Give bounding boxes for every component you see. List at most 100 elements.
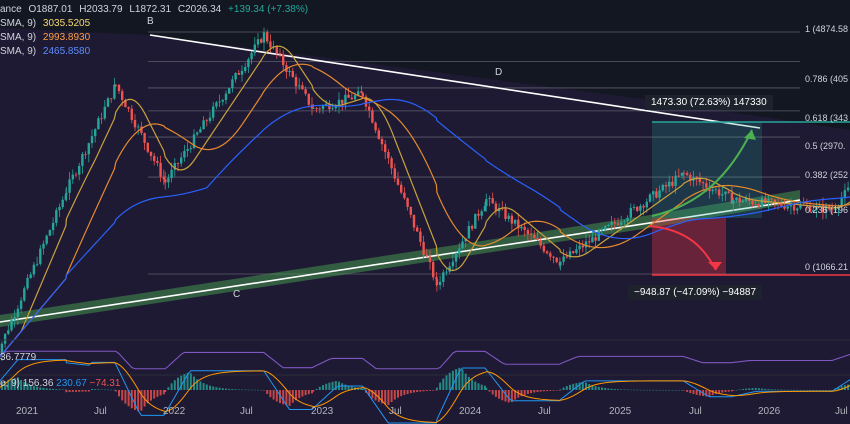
- macd-value-1: 156.36: [22, 378, 54, 389]
- candle-body: [485, 199, 488, 207]
- macd-bar: [282, 390, 285, 405]
- macd-bar: [536, 390, 539, 393]
- macd-bar: [84, 390, 87, 392]
- candle-body: [253, 44, 256, 54]
- macd-bar: [58, 389, 61, 390]
- projection-down-label: −948.87 (−47.09%) −94887: [628, 285, 763, 300]
- candle-body: [821, 204, 825, 213]
- macd-bar: [601, 387, 603, 390]
- macd-bar: [639, 389, 642, 391]
- macd-bar: [384, 390, 387, 405]
- macd-bar: [91, 388, 93, 390]
- candle-body: [610, 222, 613, 225]
- candle-body: [639, 205, 642, 211]
- macd-bar: [520, 390, 523, 397]
- macd-bar: [802, 389, 805, 391]
- candle-body: [604, 226, 607, 230]
- macd-bar: [87, 390, 90, 392]
- macd-bar: [498, 390, 501, 399]
- candle-body: [162, 176, 165, 180]
- candle-body: [55, 210, 58, 223]
- candle-body: [632, 206, 636, 208]
- macd-bar: [714, 390, 717, 395]
- macd-bar: [585, 382, 587, 390]
- macd-bar: [711, 390, 714, 396]
- candle-body: [636, 206, 639, 211]
- macd-bar: [565, 386, 568, 390]
- candle-body: [695, 176, 698, 179]
- candle-body: [294, 77, 298, 87]
- candle-body: [146, 142, 149, 152]
- upper-trendline[interactable]: [149, 34, 761, 129]
- lower-trendline[interactable]: [0, 199, 801, 323]
- candle-body: [658, 190, 661, 198]
- point-d-label: D: [495, 67, 503, 78]
- macd-bar: [279, 390, 281, 404]
- macd-bar: [328, 382, 331, 390]
- candle-body: [224, 93, 228, 101]
- candle-body: [714, 189, 718, 191]
- candle-body: [199, 129, 202, 133]
- candle-body: [298, 85, 301, 87]
- macd-bar: [377, 390, 380, 403]
- candle-body: [754, 204, 757, 205]
- macd-bar: [78, 390, 81, 392]
- x-tick-jul-2025: Jul: [689, 406, 702, 417]
- candle-body: [13, 317, 16, 320]
- macd-bar: [828, 389, 831, 391]
- candle-body: [301, 85, 304, 90]
- candle-body: [140, 126, 143, 134]
- candle-body: [81, 154, 84, 166]
- macd-bar: [549, 390, 552, 391]
- macd-bar: [374, 390, 377, 401]
- candle-body: [448, 266, 451, 272]
- macd-bar: [318, 386, 321, 390]
- macd-bar: [652, 389, 655, 391]
- candle-body: [318, 108, 321, 110]
- long-target-box[interactable]: [652, 122, 762, 218]
- candle-body: [783, 205, 786, 209]
- candle-body: [757, 204, 761, 207]
- candle-body: [325, 103, 328, 106]
- macd-bar: [134, 390, 136, 410]
- macd-bar: [474, 381, 477, 390]
- candle-body: [269, 41, 272, 48]
- candle-body: [565, 256, 568, 258]
- macd-bar: [118, 390, 120, 397]
- macd-bar: [812, 389, 815, 391]
- candle-body: [552, 256, 555, 258]
- macd-bar: [209, 385, 211, 390]
- macd-bar: [777, 389, 780, 391]
- x-tick-2026: 2026: [758, 406, 781, 417]
- macd-bar: [451, 370, 454, 390]
- candle-body: [23, 288, 26, 301]
- macd-bar: [409, 390, 412, 394]
- candle-body: [26, 277, 29, 289]
- candle-body: [291, 70, 294, 78]
- candle-body: [260, 39, 263, 43]
- macd-bar: [170, 383, 173, 390]
- candle-body: [751, 200, 754, 205]
- macd-bar: [439, 382, 442, 390]
- candle-body: [717, 189, 721, 196]
- macd-bar: [45, 388, 48, 390]
- macd-bar: [491, 390, 494, 395]
- macd-bar: [218, 387, 221, 390]
- candle-body: [360, 91, 363, 93]
- macd-bar: [422, 390, 425, 392]
- candle-body: [764, 198, 767, 204]
- macd-bar: [350, 386, 353, 390]
- x-tick-jul-2023: Jul: [389, 406, 402, 417]
- candle-body: [189, 148, 192, 150]
- candle-body: [559, 261, 562, 266]
- macd-bar: [215, 387, 218, 390]
- candle-body: [741, 200, 745, 203]
- candle-body: [94, 129, 97, 137]
- ma2-label: SMA, 9): [0, 32, 37, 43]
- macd-bar: [180, 375, 183, 390]
- macd-bar: [757, 388, 760, 390]
- candle-body: [315, 108, 318, 110]
- macd-line: [0, 359, 850, 424]
- macd-bar: [263, 390, 265, 391]
